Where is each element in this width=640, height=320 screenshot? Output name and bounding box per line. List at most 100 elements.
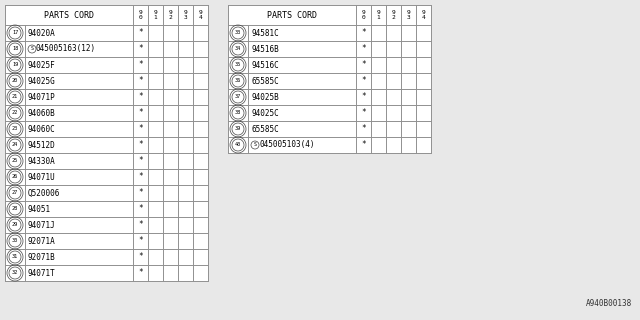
- Text: 65585C: 65585C: [251, 124, 279, 133]
- Bar: [178, 265, 193, 281]
- Bar: [193, 153, 208, 169]
- Text: 34: 34: [235, 46, 241, 52]
- Bar: [356, 121, 371, 137]
- Bar: [386, 105, 401, 121]
- Text: 40: 40: [235, 142, 241, 148]
- Bar: [356, 137, 371, 153]
- Text: 94051: 94051: [28, 204, 51, 213]
- Bar: [148, 153, 163, 169]
- Bar: [5, 25, 25, 41]
- Bar: [193, 169, 208, 185]
- Bar: [356, 105, 371, 121]
- Bar: [133, 89, 148, 105]
- Text: 94020A: 94020A: [28, 28, 56, 37]
- Bar: [228, 89, 248, 105]
- Bar: [25, 217, 133, 233]
- Bar: [148, 201, 163, 217]
- Bar: [248, 89, 356, 105]
- Bar: [5, 73, 25, 89]
- Bar: [371, 73, 386, 89]
- Text: *: *: [138, 236, 143, 245]
- Text: A940B00138: A940B00138: [586, 299, 632, 308]
- Text: S: S: [253, 142, 257, 148]
- Bar: [386, 121, 401, 137]
- Bar: [163, 265, 178, 281]
- Bar: [178, 5, 193, 25]
- Text: *: *: [361, 140, 366, 149]
- Bar: [371, 41, 386, 57]
- Text: 36: 36: [235, 78, 241, 84]
- Bar: [133, 25, 148, 41]
- Bar: [133, 169, 148, 185]
- Text: 92071A: 92071A: [28, 236, 56, 245]
- Bar: [25, 57, 133, 73]
- Text: *: *: [138, 124, 143, 133]
- Bar: [401, 121, 416, 137]
- Bar: [5, 169, 25, 185]
- Bar: [178, 233, 193, 249]
- Bar: [133, 137, 148, 153]
- Bar: [133, 5, 148, 25]
- Text: 9
2: 9 2: [392, 10, 396, 20]
- Bar: [178, 89, 193, 105]
- Text: 23: 23: [12, 126, 18, 132]
- Text: *: *: [361, 124, 366, 133]
- Text: 9
3: 9 3: [184, 10, 188, 20]
- Bar: [178, 249, 193, 265]
- Text: *: *: [138, 28, 143, 37]
- Text: 94025C: 94025C: [251, 108, 279, 117]
- Text: 94330A: 94330A: [28, 156, 56, 165]
- Bar: [25, 233, 133, 249]
- Bar: [193, 201, 208, 217]
- Text: *: *: [361, 44, 366, 53]
- Text: *: *: [361, 108, 366, 117]
- Bar: [193, 233, 208, 249]
- Text: 9
1: 9 1: [154, 10, 157, 20]
- Text: 26: 26: [12, 174, 18, 180]
- Bar: [163, 89, 178, 105]
- Bar: [5, 137, 25, 153]
- Bar: [356, 73, 371, 89]
- Bar: [163, 153, 178, 169]
- Bar: [133, 217, 148, 233]
- Text: *: *: [138, 252, 143, 261]
- Bar: [163, 41, 178, 57]
- Bar: [25, 89, 133, 105]
- Bar: [248, 73, 356, 89]
- Text: 19: 19: [12, 62, 18, 68]
- Text: *: *: [138, 220, 143, 229]
- Bar: [248, 105, 356, 121]
- Text: 21: 21: [12, 94, 18, 100]
- Bar: [148, 5, 163, 25]
- Bar: [25, 41, 133, 57]
- Bar: [148, 89, 163, 105]
- Text: 28: 28: [12, 206, 18, 212]
- Bar: [5, 185, 25, 201]
- Bar: [148, 121, 163, 137]
- Bar: [248, 25, 356, 41]
- Text: 94581C: 94581C: [251, 28, 279, 37]
- Bar: [193, 121, 208, 137]
- Bar: [248, 57, 356, 73]
- Bar: [5, 105, 25, 121]
- Bar: [401, 73, 416, 89]
- Bar: [133, 105, 148, 121]
- Bar: [25, 185, 133, 201]
- Bar: [163, 249, 178, 265]
- Bar: [25, 25, 133, 41]
- Bar: [5, 41, 25, 57]
- Bar: [163, 73, 178, 89]
- Text: 94516C: 94516C: [251, 60, 279, 69]
- Bar: [416, 105, 431, 121]
- Text: 9
3: 9 3: [406, 10, 410, 20]
- Bar: [401, 105, 416, 121]
- Bar: [148, 105, 163, 121]
- Bar: [356, 5, 371, 25]
- Bar: [5, 57, 25, 73]
- Text: 94060C: 94060C: [28, 124, 56, 133]
- Text: PARTS CORD: PARTS CORD: [267, 11, 317, 20]
- Bar: [163, 169, 178, 185]
- Bar: [148, 57, 163, 73]
- Bar: [386, 25, 401, 41]
- Bar: [148, 73, 163, 89]
